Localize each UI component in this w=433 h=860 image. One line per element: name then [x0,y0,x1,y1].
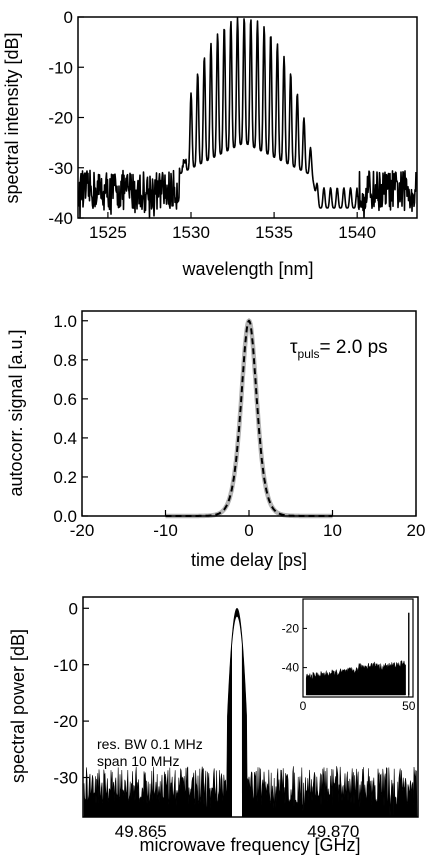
spectrum-ticks: 1525 1530 1535 1540 0 -10 -20 -30 -40 [48,8,376,242]
spectrum-panel: 1525 1530 1535 1540 0 -10 -20 -30 -40 wavelength… [2,8,418,279]
inset-x-tick-label: 50 [402,699,416,713]
autocorrelation-x-tick-label: 0 [244,521,253,540]
spectrum-x-axis-label: wavelength [nm] [181,259,313,279]
spectrum-x-tick-label: 1530 [172,223,210,242]
pulse-width-value: = 2.0 ps [320,337,388,358]
inset-x-tick-label: 0 [300,699,307,713]
autocorrelation-y-axis-label: autocorr. signal [a.u.] [6,329,26,496]
resolution-bandwidth-note: res. BW 0.1 MHz [97,736,203,752]
inset-y-tick-label: -20 [282,621,300,635]
spectrum-y-tick-label: -10 [48,58,73,77]
pulse-width-annotation: τpuls= 2.0 ps [290,337,388,361]
microwave-spectrum-trace [83,607,418,818]
spectrum-y-tick-label: -30 [48,159,73,178]
autocorrelation-panel: -20 -10 0 10 20 0.0 0.2 0.4 0.6 0.8 1.0 time delay… [6,310,425,570]
autocorrelation-y-tick-label: 0.2 [53,468,77,487]
autocorrelation-y-tick-label: 1.0 [53,312,77,331]
autocorrelation-y-tick-label: 0.0 [53,507,77,526]
autocorrelation-ticks: -20 -10 0 10 20 0.0 0.2 0.4 0.6 0.8 1.0 [53,312,425,540]
microwave-spectrum-panel: 49.865 49.870 0 -10 -20 -30 microwave frequen… [8,596,419,855]
inset-frame [302,598,414,698]
microwave-y-tick-label: -20 [53,712,78,731]
inset-plot: 0 50 -20 -40 [282,598,416,713]
inset-trace [305,612,410,696]
microwave-y-tick-label: 0 [69,599,78,618]
autocorrelation-x-tick-label: 20 [407,521,426,540]
spectrum-y-tick-label: 0 [64,8,73,27]
microwave-x-tick-label: 49.865 [115,822,167,841]
microwave-y-tick-label: -30 [53,769,78,788]
microwave-spectrum-area [83,607,418,818]
spectrum-trace [78,17,417,219]
autocorrelation-x-axis-label: time delay [ps] [191,550,307,570]
microwave-plot-frame [82,596,419,818]
microwave-x-axis-label: microwave frequency [GHz] [139,835,360,855]
spectrum-y-tick-label: -40 [48,209,73,228]
autocorrelation-x-tick-label: 10 [323,521,342,540]
spectrum-x-tick-label: 1535 [255,223,293,242]
inset-y-tick-label: -40 [282,661,300,675]
autocorrelation-y-tick-label: 0.8 [53,351,77,370]
microwave-x-tick-label: 49.870 [307,822,359,841]
microwave-ticks: 49.865 49.870 0 -10 -20 -30 [53,599,359,841]
span-note: span 10 MHz [97,753,179,769]
microwave-peak-interior [232,616,242,817]
spectrum-x-tick-label: 1525 [89,223,127,242]
autocorrelation-x-tick-label: -20 [70,521,95,540]
spectrum-y-tick-label: -20 [48,109,73,128]
tau-subscript: puls [298,347,320,361]
microwave-y-tick-label: -10 [53,656,78,675]
autocorrelation-x-tick-label: -10 [153,521,178,540]
autocorrelation-y-tick-label: 0.6 [53,390,77,409]
spectrum-x-tick-label: 1540 [338,223,376,242]
fitted-autocorrelation-line [165,319,333,517]
autocorrelation-y-tick-label: 0.4 [53,429,77,448]
spectrum-line [78,17,417,219]
tau-symbol: τ [290,337,298,358]
microwave-y-axis-label: spectral power [dB] [8,629,28,783]
spectrum-y-axis-label: spectral intensity [dB] [2,32,22,203]
inset-noise-area [305,660,406,696]
inset-ticks: 0 50 -20 -40 [282,621,416,713]
